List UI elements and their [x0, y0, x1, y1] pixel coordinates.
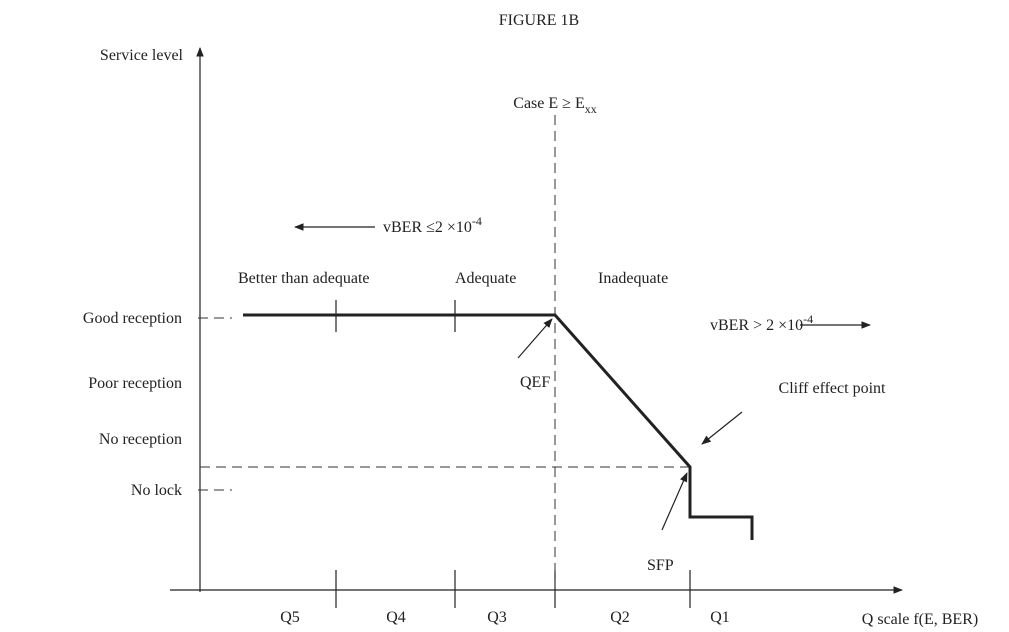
condition-text: vBER ≤2 ×10	[383, 219, 472, 236]
region-label: Inadequate	[598, 270, 668, 287]
arrow	[701, 411, 743, 445]
level-label: No lock	[131, 482, 182, 499]
service-curve	[243, 313, 754, 540]
level-label: Poor reception	[88, 375, 182, 392]
q-label: Q2	[610, 609, 630, 626]
region-label: Adequate	[455, 270, 516, 287]
region-label: Better than adequate	[238, 270, 370, 287]
arrow	[661, 472, 688, 531]
annotation: QEF	[520, 374, 550, 391]
condition-sup: -4	[803, 312, 813, 326]
q-label: Q1	[710, 609, 730, 626]
right-condition: vBER > 2 ×10-4	[710, 312, 813, 334]
condition-sup: -4	[472, 214, 482, 228]
threshold-sub: xx	[585, 102, 597, 116]
arrow	[517, 318, 553, 359]
level-label: No reception	[99, 431, 182, 448]
x-axis-label: Q scale f(E, BER)	[862, 611, 978, 628]
level-label: Good reception	[83, 310, 182, 327]
threshold-label: Case E ≥ Exx	[513, 95, 596, 116]
figure-title: FIGURE 1B	[499, 12, 579, 29]
annotation: Cliff effect point	[779, 380, 886, 397]
annotation: SFP	[647, 557, 674, 574]
y-axis-label: Service level	[100, 47, 184, 64]
condition-text: vBER > 2 ×10	[710, 317, 803, 334]
q-label: Q5	[280, 609, 300, 626]
q-label: Q4	[386, 609, 406, 626]
q-label: Q3	[487, 609, 507, 626]
left-condition: vBER ≤2 ×10-4	[383, 214, 482, 236]
threshold-text: Case E ≥ E	[513, 95, 584, 112]
